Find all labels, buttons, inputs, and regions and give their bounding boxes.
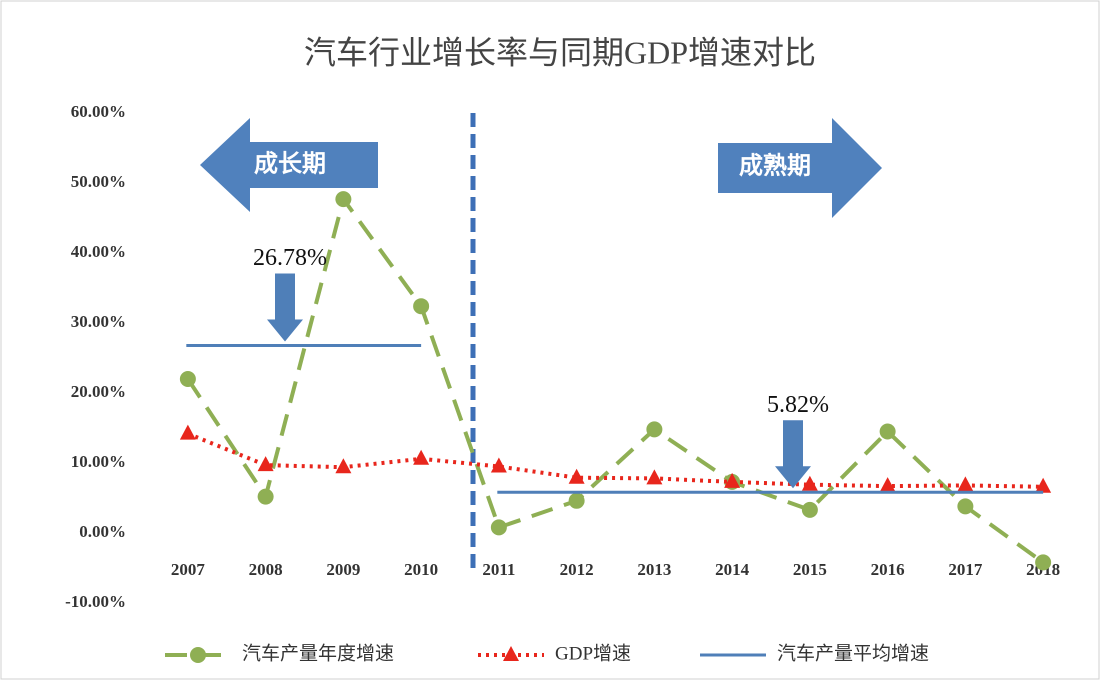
data-point — [179, 424, 196, 440]
data-point — [257, 456, 274, 472]
data-point — [568, 492, 585, 509]
series-line — [187, 431, 1044, 489]
data-point — [179, 371, 196, 387]
data-point — [1035, 477, 1052, 493]
legend-label: GDP增速 — [555, 642, 631, 664]
x-tick-label: 2011 — [482, 560, 515, 579]
data-point — [957, 498, 974, 515]
legend-marker — [190, 647, 206, 663]
data-point — [257, 488, 274, 505]
legend-label: 汽车产量平均增速 — [777, 642, 929, 664]
x-tick-label: 2013 — [637, 560, 671, 579]
y-tick-label: 50.00% — [71, 172, 126, 191]
y-tick-label: 40.00% — [71, 242, 126, 261]
period-arrow — [200, 118, 378, 212]
data-point — [1035, 554, 1052, 571]
annotation-arrow — [775, 420, 811, 489]
y-tick-label: 0.00% — [79, 522, 126, 541]
legend-label: 汽车产量年度增速 — [242, 642, 394, 664]
x-tick-label: 2008 — [249, 560, 283, 579]
x-tick-label: 2015 — [793, 560, 827, 579]
y-tick-label: -10.00% — [65, 592, 126, 611]
x-tick-label: 2017 — [948, 560, 983, 579]
annotation-label: 26.78% — [253, 245, 327, 271]
legend-marker — [503, 646, 519, 661]
period-label: 成熟期 — [739, 152, 811, 180]
y-tick-label: 20.00% — [71, 382, 126, 401]
y-tick-label: 30.00% — [71, 312, 126, 331]
y-tick-label: 10.00% — [71, 452, 126, 471]
x-tick-label: 2014 — [715, 560, 750, 579]
period-label: 成长期 — [254, 151, 326, 178]
data-point — [646, 421, 663, 438]
data-point — [879, 477, 896, 493]
annotation-arrow — [267, 273, 303, 342]
data-point — [646, 469, 663, 485]
x-tick-label: 2010 — [404, 560, 438, 579]
period-arrow — [718, 118, 882, 218]
x-tick-label: 2012 — [560, 560, 594, 579]
data-point — [879, 423, 896, 440]
data-point — [801, 475, 818, 491]
x-tick-label: 2007 — [171, 560, 206, 579]
data-point — [490, 519, 507, 536]
data-point — [413, 449, 430, 465]
data-point — [490, 457, 507, 473]
y-tick-label: 60.00% — [71, 102, 126, 121]
data-point — [335, 458, 352, 474]
x-tick-label: 2009 — [326, 560, 360, 579]
annotation-label: 5.82% — [767, 392, 829, 418]
chart-title: 汽车行业增长率与同期GDP增速对比 — [304, 34, 816, 70]
data-point — [801, 501, 818, 518]
x-tick-label: 2016 — [871, 560, 905, 579]
data-point — [724, 472, 741, 488]
data-point — [568, 468, 585, 484]
data-point — [413, 298, 430, 315]
data-point — [957, 476, 974, 492]
data-point — [335, 191, 352, 208]
series-line — [186, 197, 1045, 565]
